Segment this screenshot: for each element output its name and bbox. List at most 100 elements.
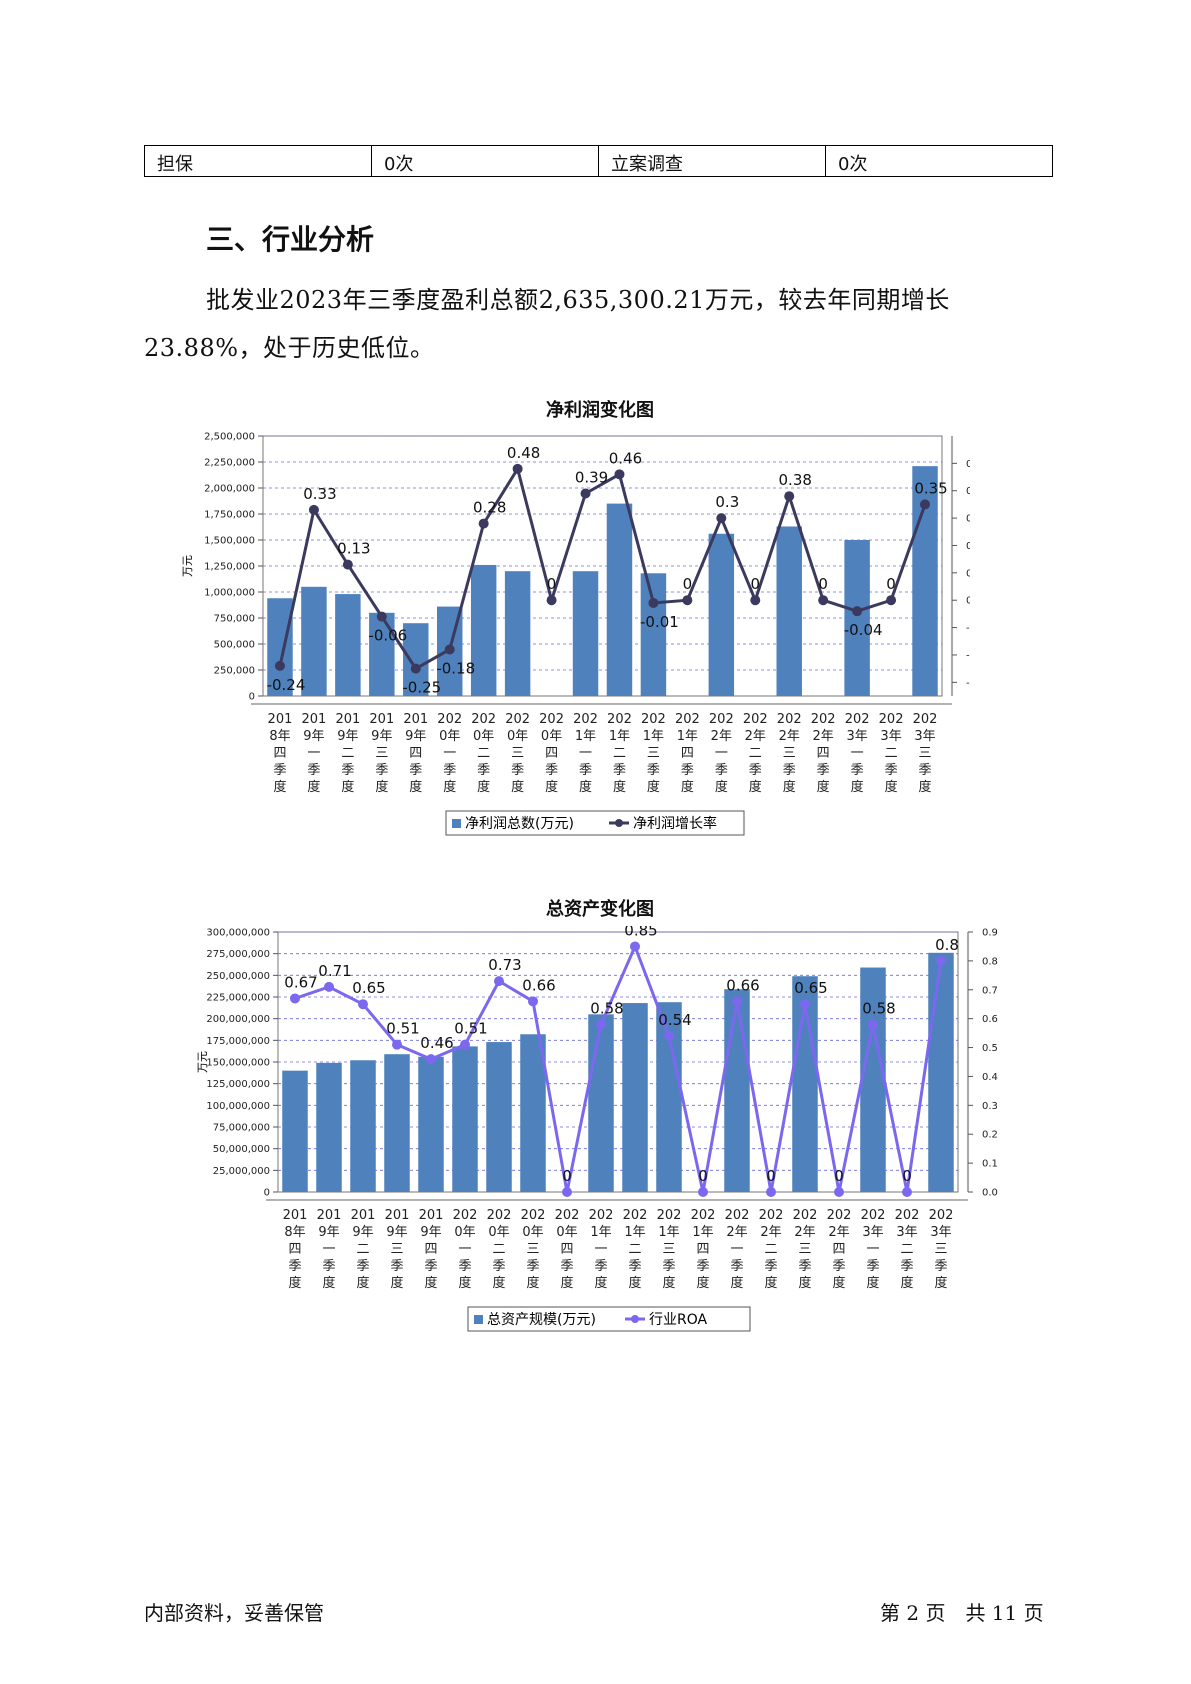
x-tick-label: 四 <box>424 1242 437 1257</box>
y2-tick-label: 0.5 <box>982 1043 998 1054</box>
x-tick-label: 1年 <box>692 1225 713 1240</box>
y-tick-label: 50,000,000 <box>213 1144 270 1155</box>
table-cell: 0次 <box>371 145 599 177</box>
y-axis-label: 万元 <box>196 1051 209 1073</box>
x-tick-label: 度 <box>866 1275 879 1291</box>
x-tick-label: 度 <box>817 779 830 795</box>
x-tick-label: 二 <box>628 1242 641 1257</box>
x-tick-label: 2年 <box>711 729 732 744</box>
data-label: 0.85 <box>624 926 657 939</box>
x-tick-label: 三 <box>662 1242 675 1257</box>
y2-tick-label: -0.1 <box>966 623 970 634</box>
x-tick-label: 季 <box>458 1259 471 1274</box>
x-tick-label: 202 <box>453 1208 478 1223</box>
line-point <box>494 976 504 987</box>
chart-title-total-assets: 总资产变化图 <box>546 899 654 920</box>
x-tick-label: 季 <box>715 763 728 778</box>
x-tick-label: 202 <box>675 712 700 727</box>
x-tick-label: 202 <box>521 1208 546 1223</box>
y-tick-label: 25,000,000 <box>213 1166 270 1177</box>
x-tick-label: 202 <box>793 1208 818 1223</box>
bar <box>724 989 750 1192</box>
footer-page-number: 第 2 页 共 11 页 <box>880 1601 1044 1625</box>
x-tick-label: 202 <box>505 712 530 727</box>
x-tick-label: 202 <box>759 1208 784 1223</box>
y-tick-label: 750,000 <box>214 614 255 625</box>
x-tick-label: 9年 <box>337 729 358 744</box>
x-tick-label: 度 <box>545 779 558 795</box>
line-point <box>920 499 931 510</box>
x-tick-label: 二 <box>900 1242 913 1257</box>
x-tick-label: 202 <box>827 1208 852 1223</box>
x-tick-label: 度 <box>375 779 388 795</box>
x-tick-label: 季 <box>730 1259 743 1274</box>
bar <box>470 564 497 696</box>
data-label: 0.58 <box>862 999 895 1017</box>
y-tick-label: 300,000,000 <box>206 928 270 939</box>
x-tick-label: 四 <box>817 746 830 761</box>
x-tick-label: 3年 <box>896 1225 917 1240</box>
table-cell: 立案调查 <box>598 145 826 177</box>
x-tick-label: 度 <box>696 1275 709 1291</box>
x-tick-label: 一 <box>594 1242 607 1257</box>
data-label: 0.46 <box>420 1034 453 1052</box>
x-tick-label: 度 <box>356 1275 369 1291</box>
x-tick-label: 一 <box>866 1242 879 1257</box>
x-tick-label: 度 <box>511 779 524 795</box>
bar <box>267 598 293 696</box>
line-point <box>324 981 334 992</box>
x-tick-label: 度 <box>613 779 626 795</box>
bar <box>572 571 599 696</box>
data-label: 0.35 <box>914 479 947 497</box>
section-heading: 三、行业分析 <box>206 223 375 256</box>
x-tick-label: 2年 <box>813 729 834 744</box>
line-point <box>682 595 693 606</box>
x-tick-label: 一 <box>730 1242 743 1257</box>
x-tick-label: 度 <box>851 779 864 795</box>
x-tick-label: 三 <box>919 746 932 761</box>
y-tick-label: 150,000,000 <box>206 1058 270 1069</box>
x-tick-label: 0年 <box>522 1225 543 1240</box>
y-tick-label: 0 <box>249 692 255 703</box>
line-point <box>886 595 897 606</box>
data-label: 0.13 <box>337 540 370 558</box>
x-tick-label: 季 <box>375 763 388 778</box>
y-tick-label: 250,000,000 <box>206 971 270 982</box>
x-tick-label: 1年 <box>609 729 630 744</box>
line-point <box>784 491 795 502</box>
y2-tick-label: 0.2 <box>982 1130 998 1141</box>
x-tick-label: 度 <box>934 1275 947 1291</box>
x-tick-label: 2年 <box>760 1225 781 1240</box>
x-tick-label: 季 <box>341 763 354 778</box>
x-tick-label: 度 <box>424 1275 437 1291</box>
line-point <box>562 1187 572 1197</box>
y2-tick-label: 0.2 <box>966 541 970 552</box>
x-tick-label: 度 <box>526 1275 539 1291</box>
y-tick-label: 75,000,000 <box>213 1123 270 1134</box>
legend-bar-label: 净利润总数(万元) <box>465 816 574 832</box>
data-label: -0.18 <box>436 659 475 677</box>
x-tick-label: 四 <box>696 1242 709 1257</box>
y2-tick-label: -0.2 <box>966 650 970 661</box>
line-point <box>698 1187 708 1197</box>
y-tick-label: 1,000,000 <box>204 588 255 599</box>
x-tick-label: 度 <box>443 779 456 795</box>
x-tick-label: 季 <box>613 763 626 778</box>
x-tick-label: 季 <box>749 763 762 778</box>
x-tick-label: 季 <box>492 1259 505 1274</box>
x-tick-label: 度 <box>390 1275 403 1291</box>
x-tick-label: 0年 <box>439 729 460 744</box>
x-tick-label: 2年 <box>779 729 800 744</box>
x-tick-label: 一 <box>322 1242 335 1257</box>
table-cell: 担保 <box>144 145 372 177</box>
x-tick-label: 季 <box>934 1259 947 1274</box>
y-tick-label: 1,750,000 <box>204 510 255 521</box>
x-tick-label: 四 <box>273 746 286 761</box>
y-tick-label: 0 <box>264 1188 270 1199</box>
x-tick-label: 三 <box>798 1242 811 1257</box>
data-label: 0 <box>751 575 761 593</box>
x-tick-label: 202 <box>861 1208 886 1223</box>
x-tick-label: 度 <box>628 1275 641 1291</box>
x-tick-label: 2年 <box>745 729 766 744</box>
bar <box>486 1042 512 1192</box>
